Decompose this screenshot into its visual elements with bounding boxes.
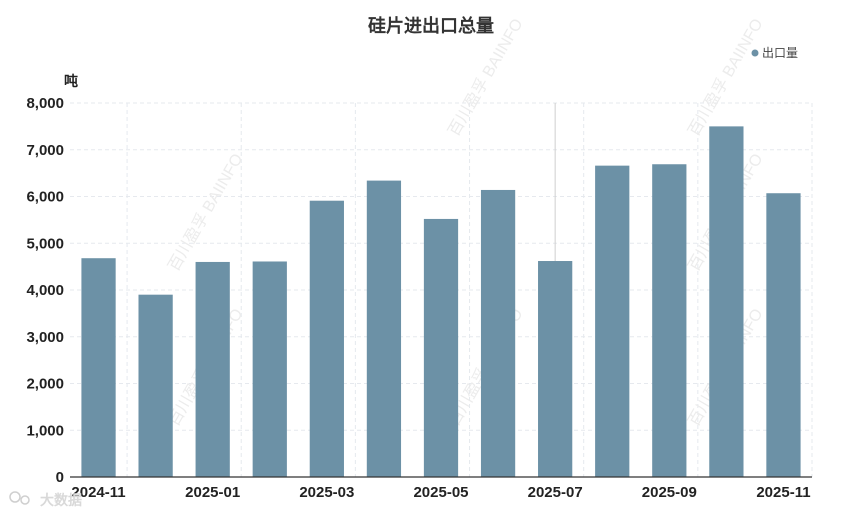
bar [138, 294, 173, 477]
bar [423, 218, 459, 477]
x-tick-label: 2024-11 [71, 484, 125, 501]
y-tick-label: 6,000 [26, 189, 64, 206]
y-tick-label: 4,000 [26, 282, 64, 299]
x-tick-label: 2025-11 [756, 484, 810, 501]
y-axis-unit-label: 吨 [64, 73, 78, 89]
y-ticks-layer: 0 1,000 2,000 3,000 4,000 5,000 6,000 7,000 8,00… [26, 95, 64, 486]
bar [480, 189, 516, 477]
x-tick-label: 2025-07 [528, 484, 583, 501]
watermark-text: 百川盈孚 BAIINFO [165, 151, 247, 275]
bar [652, 164, 687, 477]
x-tick-label: 2025-03 [299, 484, 354, 501]
y-tick-label: 0 [56, 469, 64, 486]
source-logo: 大数据 [9, 491, 82, 508]
x-ticks-layer: 2024-11 2025-01 2025-03 2025-05 2025-07 2025-… [71, 484, 810, 501]
bar [538, 261, 573, 477]
y-tick-label: 7,000 [26, 142, 64, 159]
bar [252, 261, 287, 477]
legend-swatch [751, 49, 759, 57]
y-tick-label: 2,000 [26, 376, 64, 393]
bar [709, 126, 744, 477]
logo-icon [9, 491, 21, 503]
legend-label: 出口量 [762, 46, 798, 60]
legend[interactable]: 出口量 [751, 46, 799, 60]
logo-text: 大数据 [40, 492, 82, 508]
bars-layer [81, 126, 801, 478]
bar [81, 258, 116, 477]
bar [366, 180, 402, 478]
y-tick-label: 5,000 [26, 235, 64, 252]
y-tick-label: 1,000 [26, 422, 64, 439]
x-tick-label: 2025-05 [413, 484, 468, 501]
chart-title: 硅片进出口总量 [368, 15, 494, 36]
bar [195, 261, 230, 477]
y-tick-label: 8,000 [26, 95, 64, 112]
bar [309, 200, 344, 477]
bar [595, 165, 630, 477]
logo-icon-dot [20, 495, 30, 505]
watermark-text: 百川盈孚 BAIINFO [685, 16, 767, 140]
x-tick-label: 2025-01 [185, 484, 240, 501]
x-tick-label: 2025-09 [642, 484, 697, 501]
y-tick-label: 3,000 [26, 329, 64, 346]
bar [766, 193, 801, 478]
